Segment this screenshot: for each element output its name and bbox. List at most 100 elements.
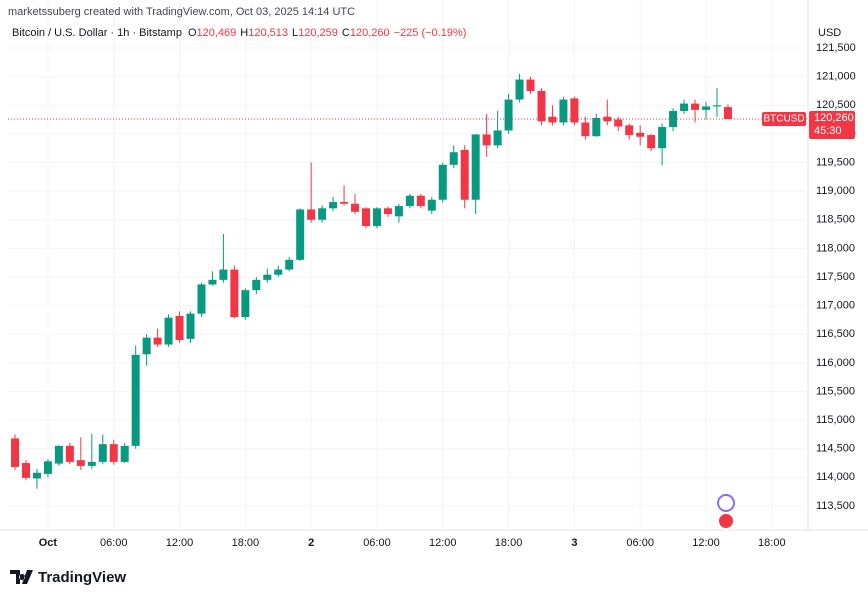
candles <box>11 73 732 489</box>
y-tick-label: 118,500 <box>816 214 855 226</box>
y-tick-label: 119,500 <box>816 156 855 168</box>
price-tag <box>809 111 855 140</box>
candle-body <box>636 132 645 137</box>
event-icon[interactable] <box>717 494 735 512</box>
candle-body <box>493 130 502 146</box>
candle-body <box>219 269 228 280</box>
candle-body <box>197 284 206 314</box>
ticker-tag <box>762 112 806 127</box>
candle-body <box>43 461 52 474</box>
x-tick-label: 3 <box>571 537 577 549</box>
candle-body <box>625 125 634 136</box>
candle-body <box>340 202 349 204</box>
candle-body <box>614 119 623 127</box>
ohlc-value: 120,469 <box>197 27 237 39</box>
x-tick-label: 06:00 <box>626 537 654 549</box>
candle-body <box>361 208 370 227</box>
y-tick-label: 121,000 <box>816 71 856 83</box>
candle-body <box>691 103 700 110</box>
candle-body <box>252 279 261 291</box>
candle-body <box>318 208 327 220</box>
candle-body <box>427 199 436 211</box>
candle-body <box>482 134 491 146</box>
candle-body <box>11 438 20 468</box>
candle-body <box>109 444 118 462</box>
candle-body <box>515 79 524 100</box>
candle-body <box>274 269 283 275</box>
candle-body <box>307 209 316 220</box>
x-tick-label: 06:00 <box>363 537 391 549</box>
logo-text: TradingView <box>38 569 126 586</box>
candle-body <box>296 209 305 260</box>
candle-body <box>537 90 546 122</box>
candle-body <box>701 106 710 110</box>
y-tick-label: 117,500 <box>816 271 855 283</box>
y-tick-label: 116,500 <box>816 328 855 340</box>
x-tick-label: 18:00 <box>495 537 523 549</box>
candle-body <box>581 122 590 137</box>
candle-body <box>351 203 360 212</box>
y-tick-label: 118,000 <box>816 242 855 254</box>
candle-body <box>54 445 63 464</box>
candle-body <box>98 444 107 462</box>
change: −225 (−0.19%) <box>394 27 467 39</box>
x-tick-label: 12:00 <box>166 537 194 549</box>
ticker-tag-text: BTCUSD <box>763 114 804 125</box>
candle-body <box>131 354 140 446</box>
credit: marketssuberg created with TradingView.c… <box>8 6 355 18</box>
candle-body <box>416 195 425 207</box>
x-tick-label: 18:00 <box>758 537 786 549</box>
ohlc-key: H <box>240 27 248 39</box>
candle-body <box>559 99 568 123</box>
candle-body <box>164 317 173 345</box>
event-icon[interactable] <box>717 512 735 530</box>
candle-body <box>285 259 294 270</box>
candle-body <box>471 134 480 200</box>
candle-body <box>548 116 557 123</box>
candle-body <box>120 445 129 462</box>
logo: TradingView <box>10 569 126 586</box>
candle-body <box>438 164 447 200</box>
y-tick-label: 121,500 <box>816 42 856 54</box>
y-tick-label: 115,000 <box>816 414 855 426</box>
candle-body <box>175 315 184 340</box>
ohlc: O 120,469 H 120,513 L 120,259 C 120,260 −225 (−0… <box>188 27 466 39</box>
price-tag-text: 120,260 <box>814 112 854 124</box>
candle-body <box>208 279 217 285</box>
candle-body <box>263 274 272 280</box>
x-tick-label: 2 <box>308 537 314 549</box>
candle-body <box>647 135 656 149</box>
grid <box>8 0 808 530</box>
x-tick-label: 12:00 <box>429 537 457 549</box>
candle-body <box>329 202 338 209</box>
y-tick-label: 117,000 <box>816 300 855 312</box>
x-tick-label: 06:00 <box>100 537 128 549</box>
candle-body <box>153 337 162 345</box>
y-tick-label: 116,000 <box>816 357 855 369</box>
candle-body <box>372 208 381 227</box>
candle-body <box>32 472 41 479</box>
ohlc-key: O <box>188 27 197 39</box>
x-tick-label: Oct <box>39 537 58 549</box>
candle-body <box>230 269 239 318</box>
y-tick-label: 113,500 <box>816 500 855 512</box>
ohlc-value: 120,513 <box>248 27 288 39</box>
currency: USD <box>818 27 841 39</box>
candle-body <box>142 337 151 355</box>
ohlc-key: L <box>292 27 298 39</box>
candle-body <box>592 117 601 137</box>
y-tick-label: 120,500 <box>816 99 856 111</box>
candle-body <box>526 79 535 91</box>
candle-body <box>504 99 513 131</box>
candle-body <box>669 111 678 128</box>
candle-body <box>87 461 96 466</box>
symbol: Bitcoin / U.S. Dollar · 1h · Bitstamp <box>12 27 182 39</box>
candle-body <box>76 460 85 466</box>
event-icons <box>717 494 735 530</box>
candle-body <box>603 116 612 122</box>
candle-body <box>680 103 689 112</box>
candle-body <box>460 149 469 200</box>
candle-body <box>405 195 414 207</box>
x-tick-label: 18:00 <box>232 537 260 549</box>
